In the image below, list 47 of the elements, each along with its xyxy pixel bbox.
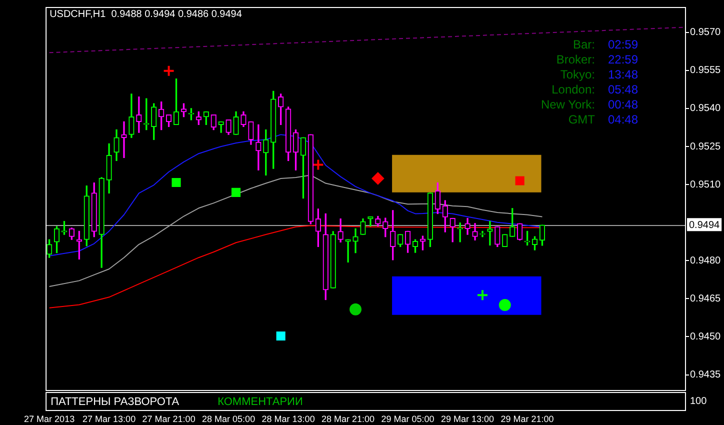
point	[515, 176, 524, 186]
candlestick	[345, 239, 351, 262]
annotation: Tokyo: 13:48	[560, 67, 638, 82]
x-tick-label: 28 Mar 21:00	[322, 414, 375, 424]
y-tick-label: 0.9435	[690, 370, 722, 381]
annotation: New York: 00:48	[540, 97, 638, 112]
y-tick-label: 0.9465	[690, 293, 722, 304]
text: ПАТТЕРНЫ РАЗВОРОТА	[50, 396, 180, 408]
text: 100	[690, 396, 708, 407]
x-tick-label: 27 Mar 13:00	[82, 414, 136, 424]
x-tick-label: 29 Mar 05:00	[381, 414, 434, 424]
candlestick	[121, 121, 127, 158]
candlestick	[487, 221, 493, 246]
y-tick-label: 0.9555	[690, 65, 722, 76]
point	[476, 289, 488, 302]
y-tick-label: 0.9570	[690, 27, 722, 38]
point	[312, 158, 324, 171]
chart-title: USDCHF,H1 0.9488 0.9494 0.9486 0.9494	[50, 8, 242, 20]
text: КОММЕНТАРИИ	[218, 396, 303, 408]
x-tick-label: 29 Mar 13:00	[441, 414, 494, 424]
candlestick	[352, 228, 358, 254]
candlestick	[256, 124, 262, 170]
x-tick-label: 28 Mar 05:00	[202, 414, 256, 424]
y-tick-label: 0.9525	[690, 141, 722, 152]
annotation: London: 05:48	[552, 82, 638, 96]
point	[350, 303, 362, 316]
candlestick	[136, 96, 142, 133]
point	[172, 178, 181, 188]
annotation: Bar: 02:59	[572, 37, 638, 52]
y-tick-label: 0.9540	[690, 103, 722, 114]
x-tick-label: 27 Mar 2013	[24, 414, 75, 424]
candlestick	[480, 230, 486, 238]
x-tick-label: 27 Mar 21:00	[142, 414, 196, 424]
annotation: GMT 04:48	[568, 112, 638, 126]
annotation: Broker: 22:59	[556, 52, 638, 66]
point	[498, 299, 511, 312]
x-tick-label: 29 Mar 21:00	[500, 414, 554, 424]
point	[231, 188, 241, 197]
x-tick-label: 28 Mar 13:00	[262, 414, 315, 424]
point	[162, 64, 175, 77]
y-tick-label: 0.9450	[690, 331, 722, 342]
point	[372, 172, 384, 184]
point	[276, 331, 286, 341]
y-tick-label: 0.9510	[690, 179, 722, 190]
ref-line-label: 0.9494	[689, 220, 720, 231]
y-tick-label: 0.9480	[690, 255, 722, 266]
candlestick	[457, 222, 463, 242]
